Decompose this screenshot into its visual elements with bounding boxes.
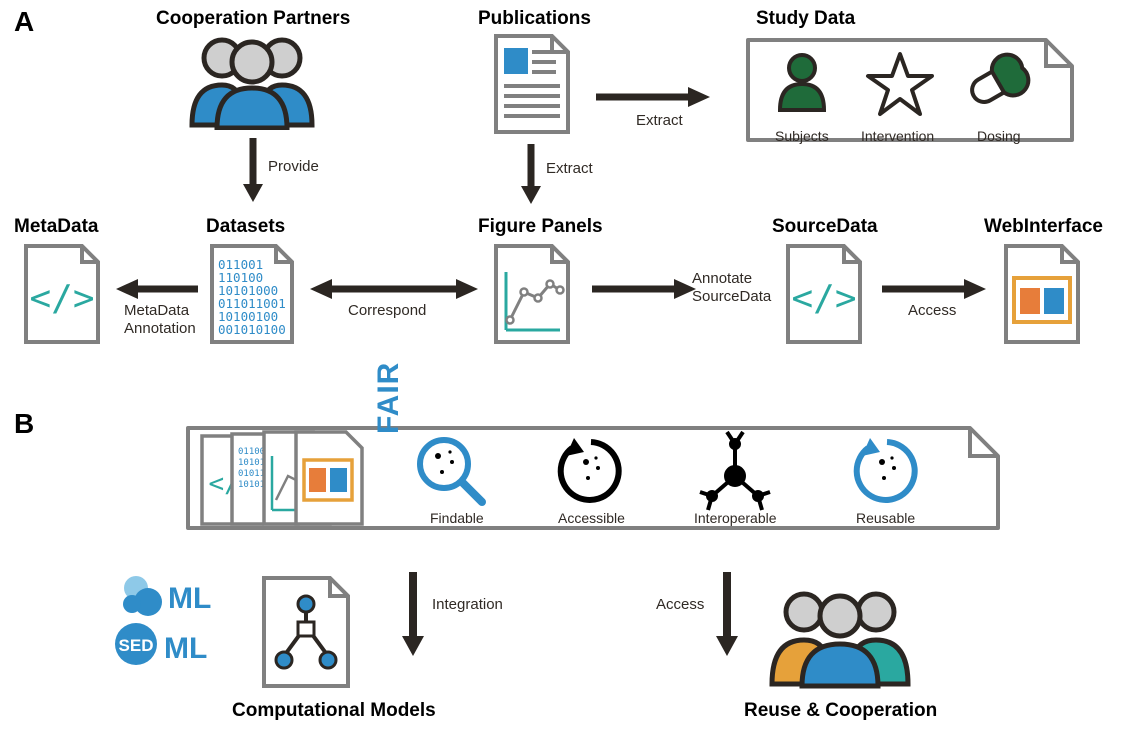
datasets-doc-icon: 011001 110100 10101000 011011001 1010010… bbox=[206, 242, 298, 346]
arrow-annotate-label2: SourceData bbox=[692, 288, 771, 305]
study-dosing-label: Dosing bbox=[977, 128, 1021, 144]
arrow-annotate bbox=[588, 276, 698, 302]
svg-text:ML: ML bbox=[168, 582, 211, 615]
arrow-correspond-label: Correspond bbox=[348, 302, 426, 319]
fair-docstack: </> 01100 10101 010110 101010 bbox=[196, 428, 366, 532]
reusable-label: Reusable bbox=[856, 510, 915, 526]
metadata-doc-icon: </> bbox=[20, 242, 104, 346]
reuse-people-icon bbox=[760, 582, 920, 690]
findable-icon bbox=[412, 432, 490, 510]
panel-a-letter: A bbox=[14, 6, 34, 38]
accessible-label: Accessible bbox=[558, 510, 625, 526]
svg-text:ML: ML bbox=[164, 632, 207, 665]
sourcedata-doc-icon: </> bbox=[782, 242, 866, 346]
panel-b-letter: B bbox=[14, 408, 34, 440]
sbml-logo: ML bbox=[118, 574, 236, 618]
heading-sourcedata: SourceData bbox=[772, 216, 878, 238]
arrow-integration bbox=[400, 568, 426, 658]
heading-reuse: Reuse & Cooperation bbox=[744, 700, 937, 722]
reusable-icon bbox=[848, 432, 926, 510]
compmodels-doc-icon bbox=[258, 574, 354, 690]
arrow-integration-label: Integration bbox=[432, 596, 503, 613]
arrow-access-label: Access bbox=[908, 302, 956, 319]
svg-text:</>: </> bbox=[29, 278, 94, 319]
arrow-provide-label: Provide bbox=[268, 158, 319, 175]
arrow-metaannot bbox=[112, 276, 202, 302]
sedml-logo: SED ML bbox=[112, 622, 252, 666]
interoperable-label: Interoperable bbox=[694, 510, 777, 526]
fair-label: FAIR bbox=[372, 362, 406, 434]
arrow-access-b-label: Access bbox=[656, 596, 704, 613]
heading-study: Study Data bbox=[756, 8, 855, 30]
study-subjects-label: Subjects bbox=[775, 128, 829, 144]
arrow-extract-right-label: Extract bbox=[636, 112, 683, 129]
heading-metadata: MetaData bbox=[14, 216, 98, 238]
webinterface-doc-icon bbox=[1000, 242, 1084, 346]
arrow-correspond bbox=[306, 276, 482, 302]
arrow-annotate-label1: Annotate bbox=[692, 270, 752, 287]
findable-label: Findable bbox=[430, 510, 484, 526]
arrow-extract-down bbox=[518, 140, 544, 206]
arrow-metaannot-label1: MetaData bbox=[124, 302, 189, 319]
svg-text:SED: SED bbox=[119, 636, 154, 655]
svg-text:01100: 01100 bbox=[238, 447, 265, 457]
arrow-access bbox=[878, 276, 988, 302]
figurepanels-doc-icon bbox=[490, 242, 574, 346]
heading-coop: Cooperation Partners bbox=[156, 8, 350, 30]
accessible-icon bbox=[552, 432, 630, 510]
arrow-extract-right bbox=[592, 84, 712, 110]
heading-datasets: Datasets bbox=[206, 216, 285, 238]
publications-icon bbox=[490, 32, 574, 136]
svg-text:10101: 10101 bbox=[238, 458, 265, 468]
heading-webinterface: WebInterface bbox=[984, 216, 1103, 238]
interoperable-icon bbox=[694, 430, 776, 512]
coop-partners-icon bbox=[182, 30, 322, 130]
arrow-provide bbox=[240, 134, 266, 204]
heading-figurepanels: Figure Panels bbox=[478, 216, 603, 238]
arrow-metaannot-label2: Annotation bbox=[124, 320, 196, 337]
study-intervention-label: Intervention bbox=[861, 128, 934, 144]
svg-text:</>: </> bbox=[791, 278, 856, 319]
arrow-access-b bbox=[714, 568, 740, 658]
heading-compmodels: Computational Models bbox=[232, 700, 436, 722]
heading-pubs: Publications bbox=[478, 8, 591, 30]
binary-line: 001010100 bbox=[218, 323, 286, 336]
arrow-extract-down-label: Extract bbox=[546, 160, 593, 177]
